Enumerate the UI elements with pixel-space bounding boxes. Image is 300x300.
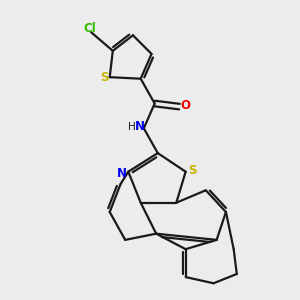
Text: Cl: Cl [83, 22, 96, 35]
Text: H: H [128, 122, 136, 132]
Text: N: N [116, 167, 127, 180]
Text: S: S [100, 71, 108, 84]
Text: O: O [180, 100, 190, 112]
Text: S: S [188, 164, 197, 177]
Text: N: N [135, 120, 145, 133]
